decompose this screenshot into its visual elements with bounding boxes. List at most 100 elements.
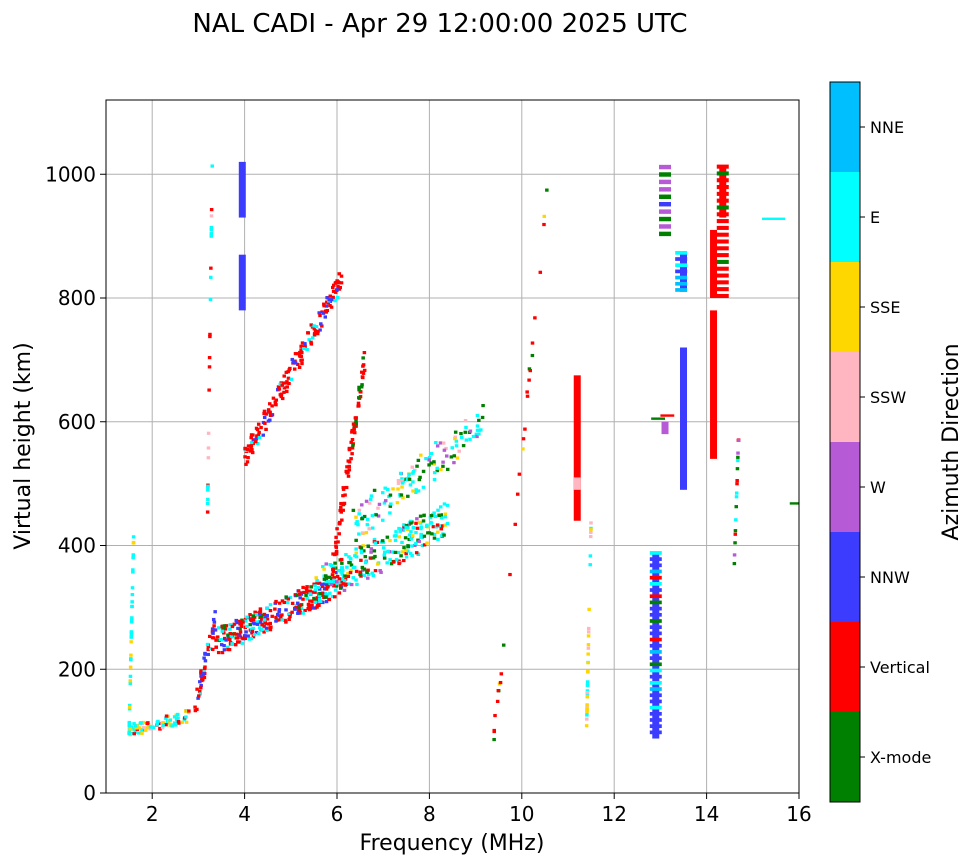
echo-stack-cell bbox=[716, 246, 729, 251]
echo-segment bbox=[762, 217, 786, 220]
echo-point bbox=[199, 674, 203, 678]
echo-point bbox=[525, 390, 529, 394]
echo-point bbox=[278, 393, 283, 397]
echo-stack-cell bbox=[716, 273, 729, 278]
echo-point bbox=[286, 601, 290, 605]
echo-stack-cell bbox=[716, 225, 729, 230]
echo-point bbox=[162, 721, 166, 725]
echo-point bbox=[420, 543, 425, 548]
echo-point bbox=[336, 540, 340, 544]
echo-point bbox=[261, 433, 265, 437]
echo-stack-cell bbox=[659, 216, 672, 222]
echo-point bbox=[214, 638, 218, 642]
echo-point bbox=[131, 535, 136, 539]
echo-point bbox=[322, 595, 326, 600]
echo-point bbox=[206, 497, 210, 501]
echo-point bbox=[372, 488, 377, 492]
echo-point bbox=[277, 610, 281, 614]
echo-point bbox=[475, 434, 479, 439]
echo-point bbox=[477, 432, 481, 436]
echo-point bbox=[368, 556, 373, 560]
echo-point bbox=[349, 563, 354, 567]
echo-point bbox=[202, 656, 206, 660]
echo-point bbox=[197, 689, 202, 693]
echo-point bbox=[187, 709, 191, 713]
echo-point bbox=[297, 365, 302, 369]
echo-point bbox=[521, 437, 526, 441]
echo-point bbox=[254, 426, 259, 430]
echo-point bbox=[284, 608, 288, 612]
echo-point bbox=[350, 452, 354, 456]
echo-point bbox=[282, 374, 286, 378]
echo-point bbox=[199, 683, 203, 688]
echo-point bbox=[228, 623, 233, 627]
echo-point bbox=[161, 723, 165, 727]
echo-point bbox=[492, 737, 496, 742]
colorbar-label: W bbox=[870, 478, 886, 497]
echo-point bbox=[308, 592, 312, 596]
echo-point bbox=[588, 554, 593, 558]
echo-point bbox=[434, 440, 438, 445]
echo-point bbox=[353, 554, 357, 558]
echo-stack-cell bbox=[675, 281, 688, 286]
echo-point bbox=[284, 595, 288, 599]
echo-point bbox=[525, 394, 530, 398]
echo-point bbox=[358, 572, 362, 577]
echo-point bbox=[266, 419, 271, 423]
echo-point bbox=[270, 404, 274, 408]
colorbar-swatch bbox=[830, 172, 860, 262]
echo-point bbox=[337, 569, 341, 573]
echo-point bbox=[586, 652, 590, 656]
echo-point bbox=[200, 676, 204, 681]
echo-point bbox=[290, 601, 295, 605]
echo-point bbox=[298, 596, 302, 600]
echo-point bbox=[253, 440, 258, 444]
echo-point bbox=[586, 661, 590, 665]
echo-point bbox=[228, 631, 232, 636]
echo-point bbox=[329, 563, 334, 568]
echo-point bbox=[427, 531, 432, 535]
echo-point bbox=[421, 485, 426, 489]
echo-point bbox=[127, 732, 131, 736]
echo-stack-cell bbox=[675, 288, 688, 292]
echo-point bbox=[360, 370, 364, 374]
echo-point bbox=[219, 643, 224, 647]
echo-point bbox=[333, 299, 338, 303]
echo-point bbox=[411, 471, 415, 475]
echo-point bbox=[130, 600, 134, 604]
echo-point bbox=[324, 304, 329, 308]
echo-point bbox=[314, 576, 318, 580]
echo-point bbox=[303, 342, 307, 346]
echo-point bbox=[734, 505, 738, 509]
echo-point bbox=[358, 390, 363, 394]
echo-point bbox=[366, 576, 370, 580]
echo-point bbox=[259, 425, 263, 430]
echo-point bbox=[383, 550, 387, 554]
echo-point bbox=[322, 577, 327, 581]
echo-point bbox=[585, 703, 589, 707]
echo-point bbox=[441, 464, 445, 468]
echo-point bbox=[312, 596, 316, 601]
echo-point bbox=[309, 340, 313, 344]
echo-stack-cell bbox=[649, 662, 662, 667]
echo-point bbox=[336, 286, 340, 290]
echo-point bbox=[258, 612, 262, 616]
echo-point bbox=[362, 567, 367, 571]
echo-point bbox=[151, 726, 156, 730]
x-tick-label: 16 bbox=[786, 802, 811, 826]
echo-point bbox=[131, 568, 135, 572]
echo-point bbox=[324, 600, 329, 604]
echo-point bbox=[277, 618, 281, 622]
echo-point bbox=[369, 547, 374, 551]
echo-point bbox=[225, 645, 230, 649]
echo-point bbox=[292, 367, 297, 371]
echo-point bbox=[234, 632, 239, 636]
echo-bar bbox=[710, 229, 718, 298]
echo-point bbox=[254, 612, 259, 617]
echo-point bbox=[254, 630, 259, 635]
colorbar-title: Azimuth Direction bbox=[939, 343, 964, 540]
echo-point bbox=[449, 455, 454, 459]
echo-point bbox=[508, 572, 512, 577]
echo-point bbox=[442, 533, 446, 537]
y-tick-label: 1000 bbox=[45, 162, 96, 186]
